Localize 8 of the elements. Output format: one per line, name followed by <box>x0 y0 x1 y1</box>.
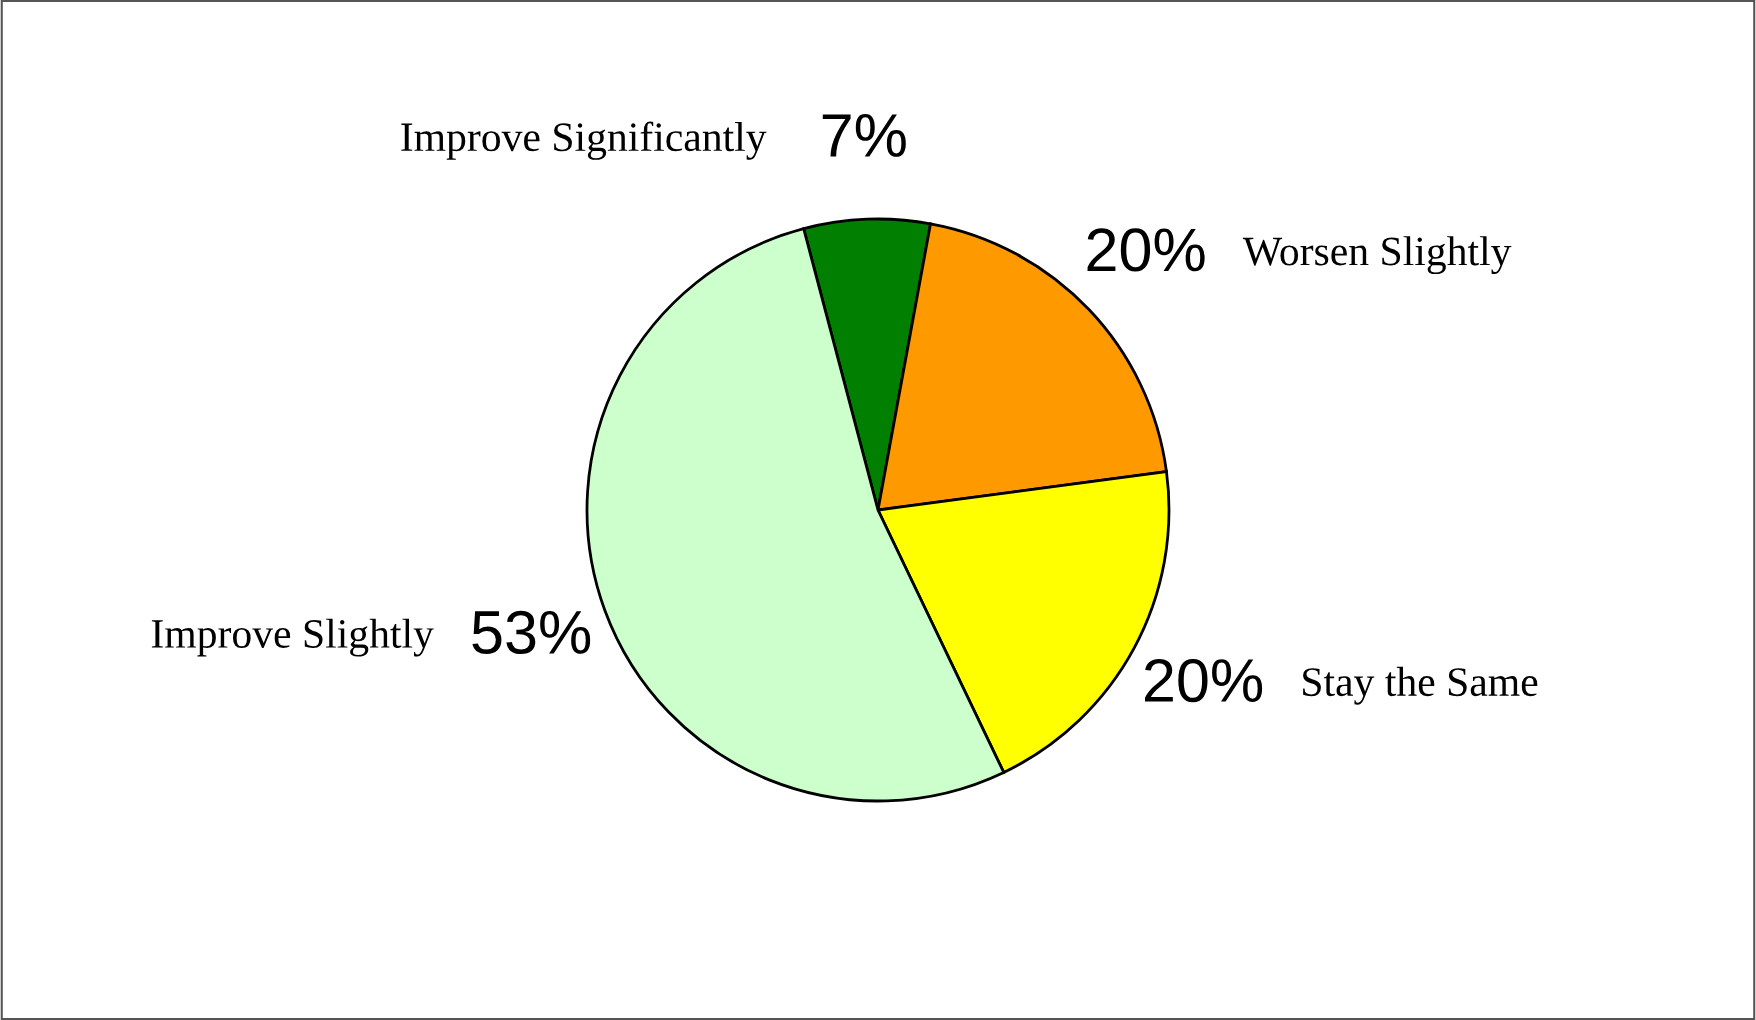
slice-label: Improve Slightly <box>151 618 434 657</box>
data-label: 20% <box>1145 658 1263 703</box>
data-label: 20% <box>1087 228 1205 272</box>
slice-label: Worsen Slightly <box>1242 236 1512 275</box>
slice-label: Stay the Same <box>1303 666 1538 705</box>
slice-label: Improve Significantly <box>401 121 767 160</box>
data-label: 7% <box>822 114 906 157</box>
data-label: 53% <box>472 610 591 655</box>
